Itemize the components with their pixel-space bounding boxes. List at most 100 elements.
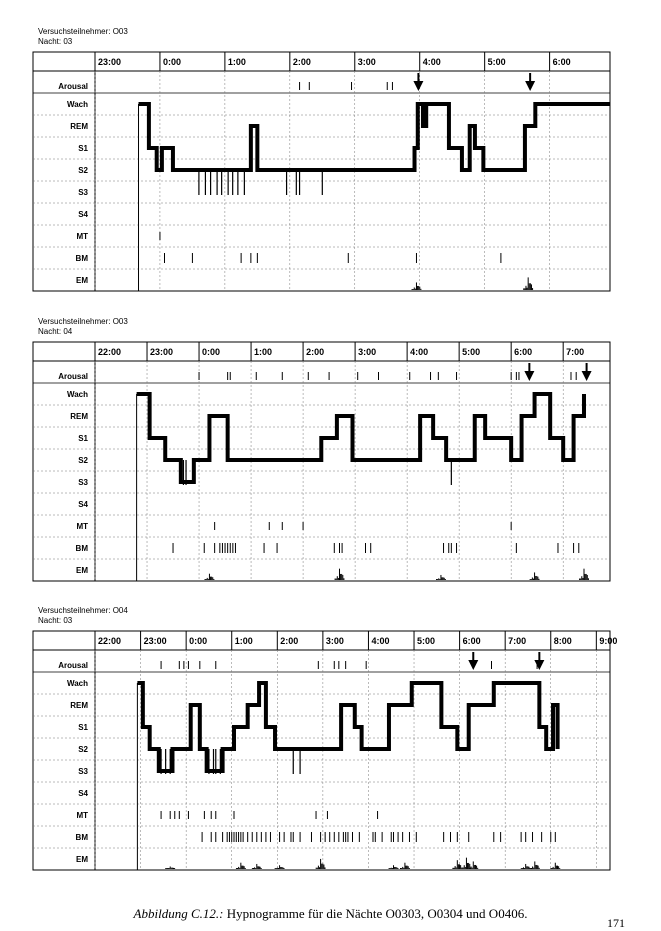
row-label: REM bbox=[70, 122, 88, 131]
row-label: Wach bbox=[67, 679, 88, 688]
row-label: Arousal bbox=[58, 661, 88, 670]
panel-2-header: Versuchsteilnehmer: O03 Nacht: 04 bbox=[38, 317, 128, 337]
row-label: Wach bbox=[67, 100, 88, 109]
hour-label: 4:00 bbox=[410, 347, 428, 357]
hour-label: 0:00 bbox=[202, 347, 220, 357]
hour-label: 6:00 bbox=[553, 57, 571, 67]
row-label: S2 bbox=[78, 166, 88, 175]
hour-label: 9:00 bbox=[599, 636, 617, 646]
em-burst bbox=[235, 862, 246, 869]
hour-label: 6:00 bbox=[514, 347, 532, 357]
hour-label: 7:00 bbox=[508, 636, 526, 646]
em-burst bbox=[461, 857, 472, 869]
hour-label: 1:00 bbox=[228, 57, 246, 67]
hour-label: 0:00 bbox=[189, 636, 207, 646]
row-label: S3 bbox=[78, 188, 88, 197]
row-label: MT bbox=[76, 232, 88, 241]
row-label: REM bbox=[70, 412, 88, 421]
row-label: S4 bbox=[78, 789, 88, 798]
panel-3-night: Nacht: 03 bbox=[38, 616, 73, 625]
hour-label: 3:00 bbox=[326, 636, 344, 646]
down-arrow-icon bbox=[534, 652, 545, 670]
em-burst bbox=[411, 282, 422, 290]
hour-label: 4:00 bbox=[371, 636, 389, 646]
em-burst bbox=[315, 858, 326, 869]
row-label: S4 bbox=[78, 210, 88, 219]
em-burst bbox=[204, 573, 215, 580]
panel-1-subject: Versuchsteilnehmer: O03 bbox=[38, 27, 128, 36]
panel-2-subject: Versuchsteilnehmer: O03 bbox=[38, 317, 128, 326]
hour-label: 22:00 bbox=[98, 347, 121, 357]
row-label: BM bbox=[76, 544, 89, 553]
panel-1-night: Nacht: 03 bbox=[38, 37, 73, 46]
em-burst bbox=[550, 862, 561, 869]
row-label: S1 bbox=[78, 434, 88, 443]
hour-label: 2:00 bbox=[293, 57, 311, 67]
row-label: REM bbox=[70, 701, 88, 710]
arrow-head bbox=[468, 660, 479, 670]
row-label: EM bbox=[76, 566, 88, 575]
hypnogram-chart-3: 22:00 23:00 0:00 1:00 2:00 3:00 4:00 5:00 6:00 7:… bbox=[32, 630, 617, 871]
down-arrow-icon bbox=[524, 363, 535, 381]
em-burst bbox=[523, 277, 534, 290]
down-arrow-icon bbox=[413, 73, 424, 91]
page-number: 171 bbox=[607, 916, 625, 930]
row-label: MT bbox=[76, 811, 88, 820]
hour-label: 23:00 bbox=[150, 347, 173, 357]
em-burst bbox=[520, 863, 531, 869]
hour-label: 22:00 bbox=[98, 636, 121, 646]
em-burst bbox=[452, 860, 463, 869]
hour-label: 1:00 bbox=[235, 636, 253, 646]
em-burst bbox=[468, 861, 479, 869]
row-label: S2 bbox=[78, 456, 88, 465]
hypnogram-chart-1: 23:00 0:00 1:00 2:00 3:00 4:00 5:00 6:00 Arousal… bbox=[32, 51, 611, 292]
hypnogram-trace bbox=[138, 102, 610, 172]
hour-label: 23:00 bbox=[144, 636, 167, 646]
row-label: S3 bbox=[78, 478, 88, 487]
arrow-head bbox=[413, 81, 424, 91]
em-burst bbox=[165, 866, 176, 869]
row-label: Arousal bbox=[58, 82, 88, 91]
row-label: S3 bbox=[78, 767, 88, 776]
panel-2-night: Nacht: 04 bbox=[38, 327, 73, 336]
chart-frame bbox=[32, 630, 611, 871]
arrow-head bbox=[534, 660, 545, 670]
row-label: BM bbox=[76, 254, 89, 263]
arrow-head bbox=[581, 371, 592, 381]
row-label: Wach bbox=[67, 390, 88, 399]
em-burst bbox=[334, 568, 345, 580]
em-burst bbox=[529, 861, 540, 869]
caption-text: Hypnogramme für die Nächte O0303, O0304 … bbox=[226, 906, 528, 921]
down-arrow-icon bbox=[468, 652, 479, 670]
em-burst bbox=[436, 574, 446, 580]
arrow-head bbox=[525, 81, 536, 91]
em-burst bbox=[251, 863, 262, 869]
row-label: S1 bbox=[78, 723, 88, 732]
hour-label: 2:00 bbox=[306, 347, 324, 357]
hour-label: 5:00 bbox=[462, 347, 480, 357]
panel-3-subject: Versuchsteilnehmer: O04 bbox=[38, 606, 128, 615]
hour-label: 6:00 bbox=[463, 636, 481, 646]
row-label: BM bbox=[76, 833, 89, 842]
hour-label: 7:00 bbox=[566, 347, 584, 357]
down-arrow-icon bbox=[581, 363, 592, 381]
panel-1-header: Versuchsteilnehmer: O03 Nacht: 03 bbox=[38, 27, 128, 47]
hour-label: 2:00 bbox=[280, 636, 298, 646]
row-label: EM bbox=[76, 855, 88, 864]
em-burst bbox=[400, 862, 410, 869]
hour-label: 4:00 bbox=[423, 57, 441, 67]
em-burst bbox=[388, 865, 399, 869]
down-arrow-icon bbox=[525, 73, 536, 91]
hypnogram-trace bbox=[136, 392, 586, 484]
row-label: S2 bbox=[78, 745, 88, 754]
caption-label: Abbildung C.12.: bbox=[133, 906, 224, 921]
row-label: MT bbox=[76, 522, 88, 531]
chart-frame bbox=[32, 51, 611, 292]
row-label: S1 bbox=[78, 144, 88, 153]
hour-label: 8:00 bbox=[554, 636, 572, 646]
hour-label: 3:00 bbox=[358, 347, 376, 357]
hour-label: 5:00 bbox=[488, 57, 506, 67]
row-label: EM bbox=[76, 276, 88, 285]
panel-3-header: Versuchsteilnehmer: O04 Nacht: 03 bbox=[38, 606, 128, 626]
hour-label: 1:00 bbox=[254, 347, 272, 357]
